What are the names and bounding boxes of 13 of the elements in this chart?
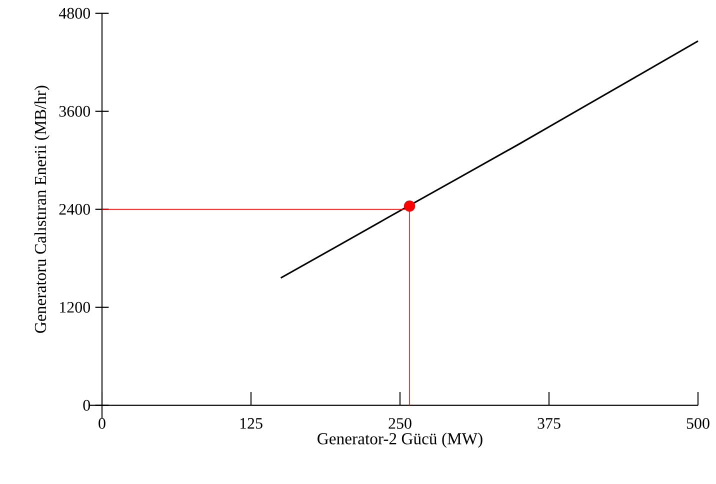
y-tick-label: 2400 bbox=[59, 204, 90, 215]
x-tick-label: 250 bbox=[388, 418, 412, 429]
x-tick-label: 500 bbox=[686, 418, 710, 429]
y-axis-title: Generatoru Calıstıran Enerii (MB/hr) bbox=[34, 86, 50, 333]
line-series bbox=[280, 40, 699, 279]
y-tick-label: 3600 bbox=[59, 106, 90, 117]
y-tick-label: 4800 bbox=[58, 8, 90, 19]
x-tick-label: 0 bbox=[98, 418, 106, 429]
x-axis-title: Generator-2 Gücü (MW) bbox=[318, 432, 482, 448]
x-tick-label: 125 bbox=[240, 418, 262, 429]
x-tick-label: 375 bbox=[538, 418, 560, 429]
y-tick-label: 1200 bbox=[60, 302, 90, 313]
y-tick-label: 0 bbox=[83, 400, 90, 411]
